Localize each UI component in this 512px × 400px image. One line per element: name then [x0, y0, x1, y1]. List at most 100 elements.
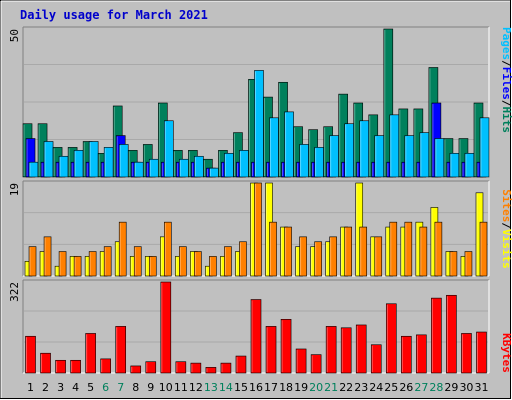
- bar-kbytes-day-8: [130, 365, 142, 374]
- day-label-11: 11: [174, 381, 188, 394]
- bar-sites-day-17: [269, 221, 277, 277]
- bar-kbytes-day-30: [461, 333, 472, 374]
- legend-middle: Sites/Visits: [500, 189, 512, 269]
- bar-kbytes-day-27: [416, 334, 427, 374]
- day-label-17: 17: [264, 381, 278, 394]
- bar-sites-day-25: [389, 221, 398, 277]
- bar-kbytes-day-22: [340, 327, 352, 374]
- bar-kbytes-day-14: [220, 362, 232, 374]
- day-label-15: 15: [234, 381, 248, 394]
- bar-sites-day-14: [224, 246, 232, 277]
- bar-sites-day-20: [314, 241, 322, 277]
- bar-kbytes-day-4: [70, 359, 81, 374]
- day-label-2: 2: [42, 381, 49, 394]
- bar-sites-day-15: [239, 241, 247, 277]
- day-label-5: 5: [87, 381, 94, 394]
- day-label-22: 22: [339, 381, 353, 394]
- day-label-29: 29: [444, 381, 458, 394]
- bar-pages-day-10: [164, 120, 174, 178]
- panel-bottom-ymax-label: 322: [8, 282, 21, 302]
- bar-sites-day-29: [449, 251, 458, 277]
- chart-title: Daily usage for March 2021: [20, 8, 208, 22]
- bar-sites-day-6: [103, 246, 112, 277]
- bar-kbytes-day-15: [235, 355, 247, 374]
- bar-sites-day-7: [118, 221, 127, 277]
- bar-sites-day-9: [148, 256, 157, 277]
- bar-kbytes-day-28: [431, 297, 442, 374]
- bar-sites-day-11: [179, 246, 187, 277]
- legend-middle-part-0: Sites: [500, 189, 512, 222]
- bar-sites-day-8: [133, 246, 142, 277]
- bar-kbytes-day-2: [40, 352, 51, 374]
- day-label-7: 7: [117, 381, 124, 394]
- bar-sites-day-31: [479, 221, 488, 277]
- day-label-19: 19: [294, 381, 308, 394]
- bar-kbytes-day-13: [205, 367, 217, 374]
- bar-kbytes-day-16: [250, 299, 262, 374]
- day-label-28: 28: [429, 381, 443, 394]
- bar-kbytes-day-21: [325, 326, 337, 374]
- bar-kbytes-day-9: [145, 361, 157, 374]
- bar-kbytes-day-26: [401, 335, 412, 374]
- day-label-6: 6: [102, 381, 109, 394]
- day-label-10: 10: [159, 381, 173, 394]
- day-label-3: 3: [57, 381, 64, 394]
- bar-sites-day-3: [58, 251, 67, 277]
- legend-bottom-part-0: KBytes: [500, 333, 512, 373]
- bar-kbytes-day-17: [265, 326, 277, 374]
- bar-sites-day-2: [43, 236, 52, 277]
- bar-pages-day-31: [479, 117, 490, 178]
- bar-kbytes-day-24: [370, 344, 382, 374]
- bar-kbytes-day-19: [295, 348, 307, 374]
- bar-sites-day-24: [374, 236, 383, 277]
- bar-sites-day-19: [299, 236, 307, 277]
- bar-sites-day-13: [209, 256, 217, 277]
- bar-kbytes-day-18: [280, 319, 292, 374]
- day-label-1: 1: [27, 381, 34, 394]
- bar-kbytes-day-7: [115, 326, 127, 374]
- bar-kbytes-day-5: [85, 333, 96, 374]
- day-label-27: 27: [414, 381, 428, 394]
- bar-kbytes-day-23: [355, 324, 367, 374]
- bar-kbytes-day-10: [160, 281, 172, 374]
- bar-kbytes-day-31: [476, 331, 487, 374]
- legend-top: Pages/Files/Hits: [500, 27, 512, 133]
- legend-top-part-3: /: [500, 100, 512, 107]
- bar-sites-day-22: [344, 226, 352, 277]
- bar-sites-day-12: [194, 251, 202, 277]
- bar-sites-day-1: [28, 246, 37, 277]
- panel-middle-ymax-label: 19: [8, 183, 21, 196]
- bar-kbytes-day-11: [175, 361, 187, 374]
- day-label-9: 9: [147, 381, 154, 394]
- legend-middle-part-1: /: [500, 222, 512, 229]
- day-label-21: 21: [324, 381, 338, 394]
- legend-bottom: KBytes: [500, 333, 512, 373]
- bar-sites-day-28: [434, 221, 443, 277]
- day-label-12: 12: [189, 381, 203, 394]
- bar-sites-day-10: [164, 221, 172, 277]
- day-label-4: 4: [72, 381, 79, 394]
- legend-middle-part-2: Visits: [500, 229, 512, 269]
- bar-kbytes-day-12: [190, 362, 202, 374]
- panel-top-ymax-label: 50: [8, 29, 21, 42]
- legend-top-part-4: Hits: [500, 107, 512, 134]
- bar-kbytes-day-25: [385, 303, 397, 374]
- bar-sites-day-23: [359, 226, 368, 277]
- day-label-26: 26: [399, 381, 413, 394]
- day-label-14: 14: [219, 381, 233, 394]
- bar-sites-day-18: [284, 226, 292, 277]
- bar-kbytes-day-20: [310, 354, 322, 374]
- day-label-25: 25: [384, 381, 398, 394]
- day-label-13: 13: [204, 381, 218, 394]
- bar-sites-day-16: [254, 182, 262, 277]
- bar-sites-day-27: [419, 226, 428, 277]
- day-label-8: 8: [132, 381, 139, 394]
- legend-top-part-1: /: [500, 60, 512, 67]
- day-label-23: 23: [354, 381, 368, 394]
- bar-kbytes-day-6: [100, 358, 111, 374]
- day-label-30: 30: [459, 381, 473, 394]
- bar-kbytes-day-1: [25, 335, 36, 374]
- bar-sites-day-4: [73, 256, 82, 277]
